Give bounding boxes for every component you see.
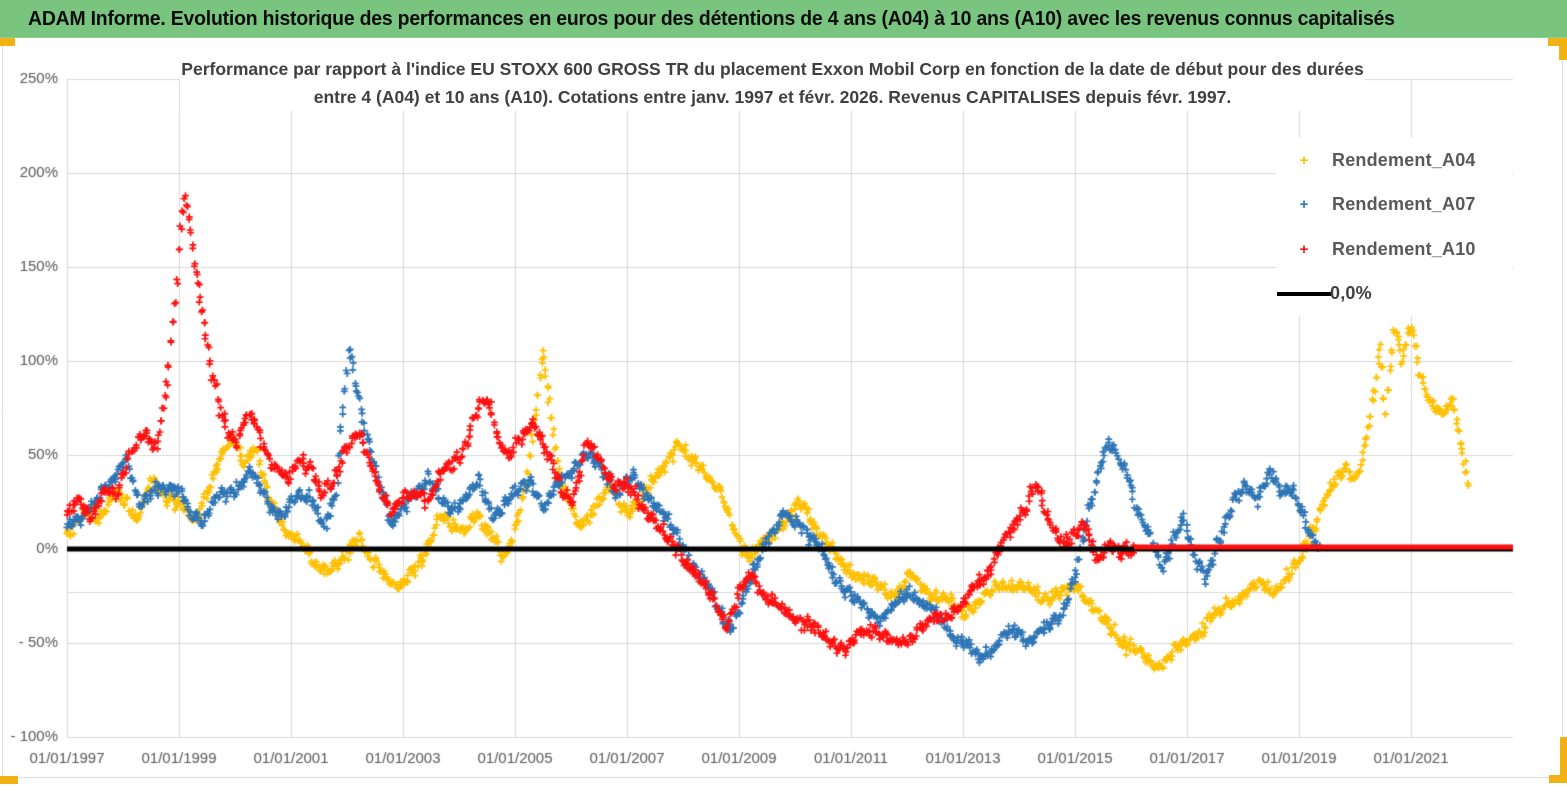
chart-legend: + Rendement_A04 + Rendement_A07 + Rendement_A… [1276, 138, 1512, 316]
frame-accent-top-right-h [1548, 38, 1567, 46]
legend-plus-marker-icon: + [1299, 151, 1309, 169]
legend-item-rendement-a07: + Rendement_A07 [1276, 183, 1512, 228]
legend-plus-marker-icon: + [1299, 196, 1309, 214]
chart-title-line-2: entre 4 (A04) et 10 ans (A10). Cotations… [313, 87, 1232, 107]
legend-item-0-0-: 0,0% [1276, 272, 1512, 317]
frame-accent-bottom-right-h [1549, 775, 1567, 783]
frame-accent-top-left [0, 38, 15, 46]
legend-item-rendement-a04: + Rendement_A04 [1276, 138, 1512, 183]
legend-plus-marker-icon: + [1299, 240, 1309, 258]
legend-label: Rendement_A07 [1332, 194, 1476, 215]
frame-accent-bottom-right-v [1560, 737, 1567, 783]
legend-label: Rendement_A10 [1332, 238, 1476, 259]
legend-zero-line-swatch [1276, 291, 1332, 296]
legend-label: 0,0% [1330, 283, 1372, 304]
chart-title-line-1: Performance par rapport à l'indice EU ST… [181, 59, 1364, 79]
legend-label: Rendement_A04 [1332, 149, 1476, 170]
frame-accent-bottom-left [0, 776, 18, 784]
frame-accent-top-right-v [1559, 38, 1567, 60]
legend-item-rendement-a10: + Rendement_A10 [1276, 227, 1512, 272]
chart-title: Performance par rapport à l'indice EU ST… [180, 55, 1365, 111]
